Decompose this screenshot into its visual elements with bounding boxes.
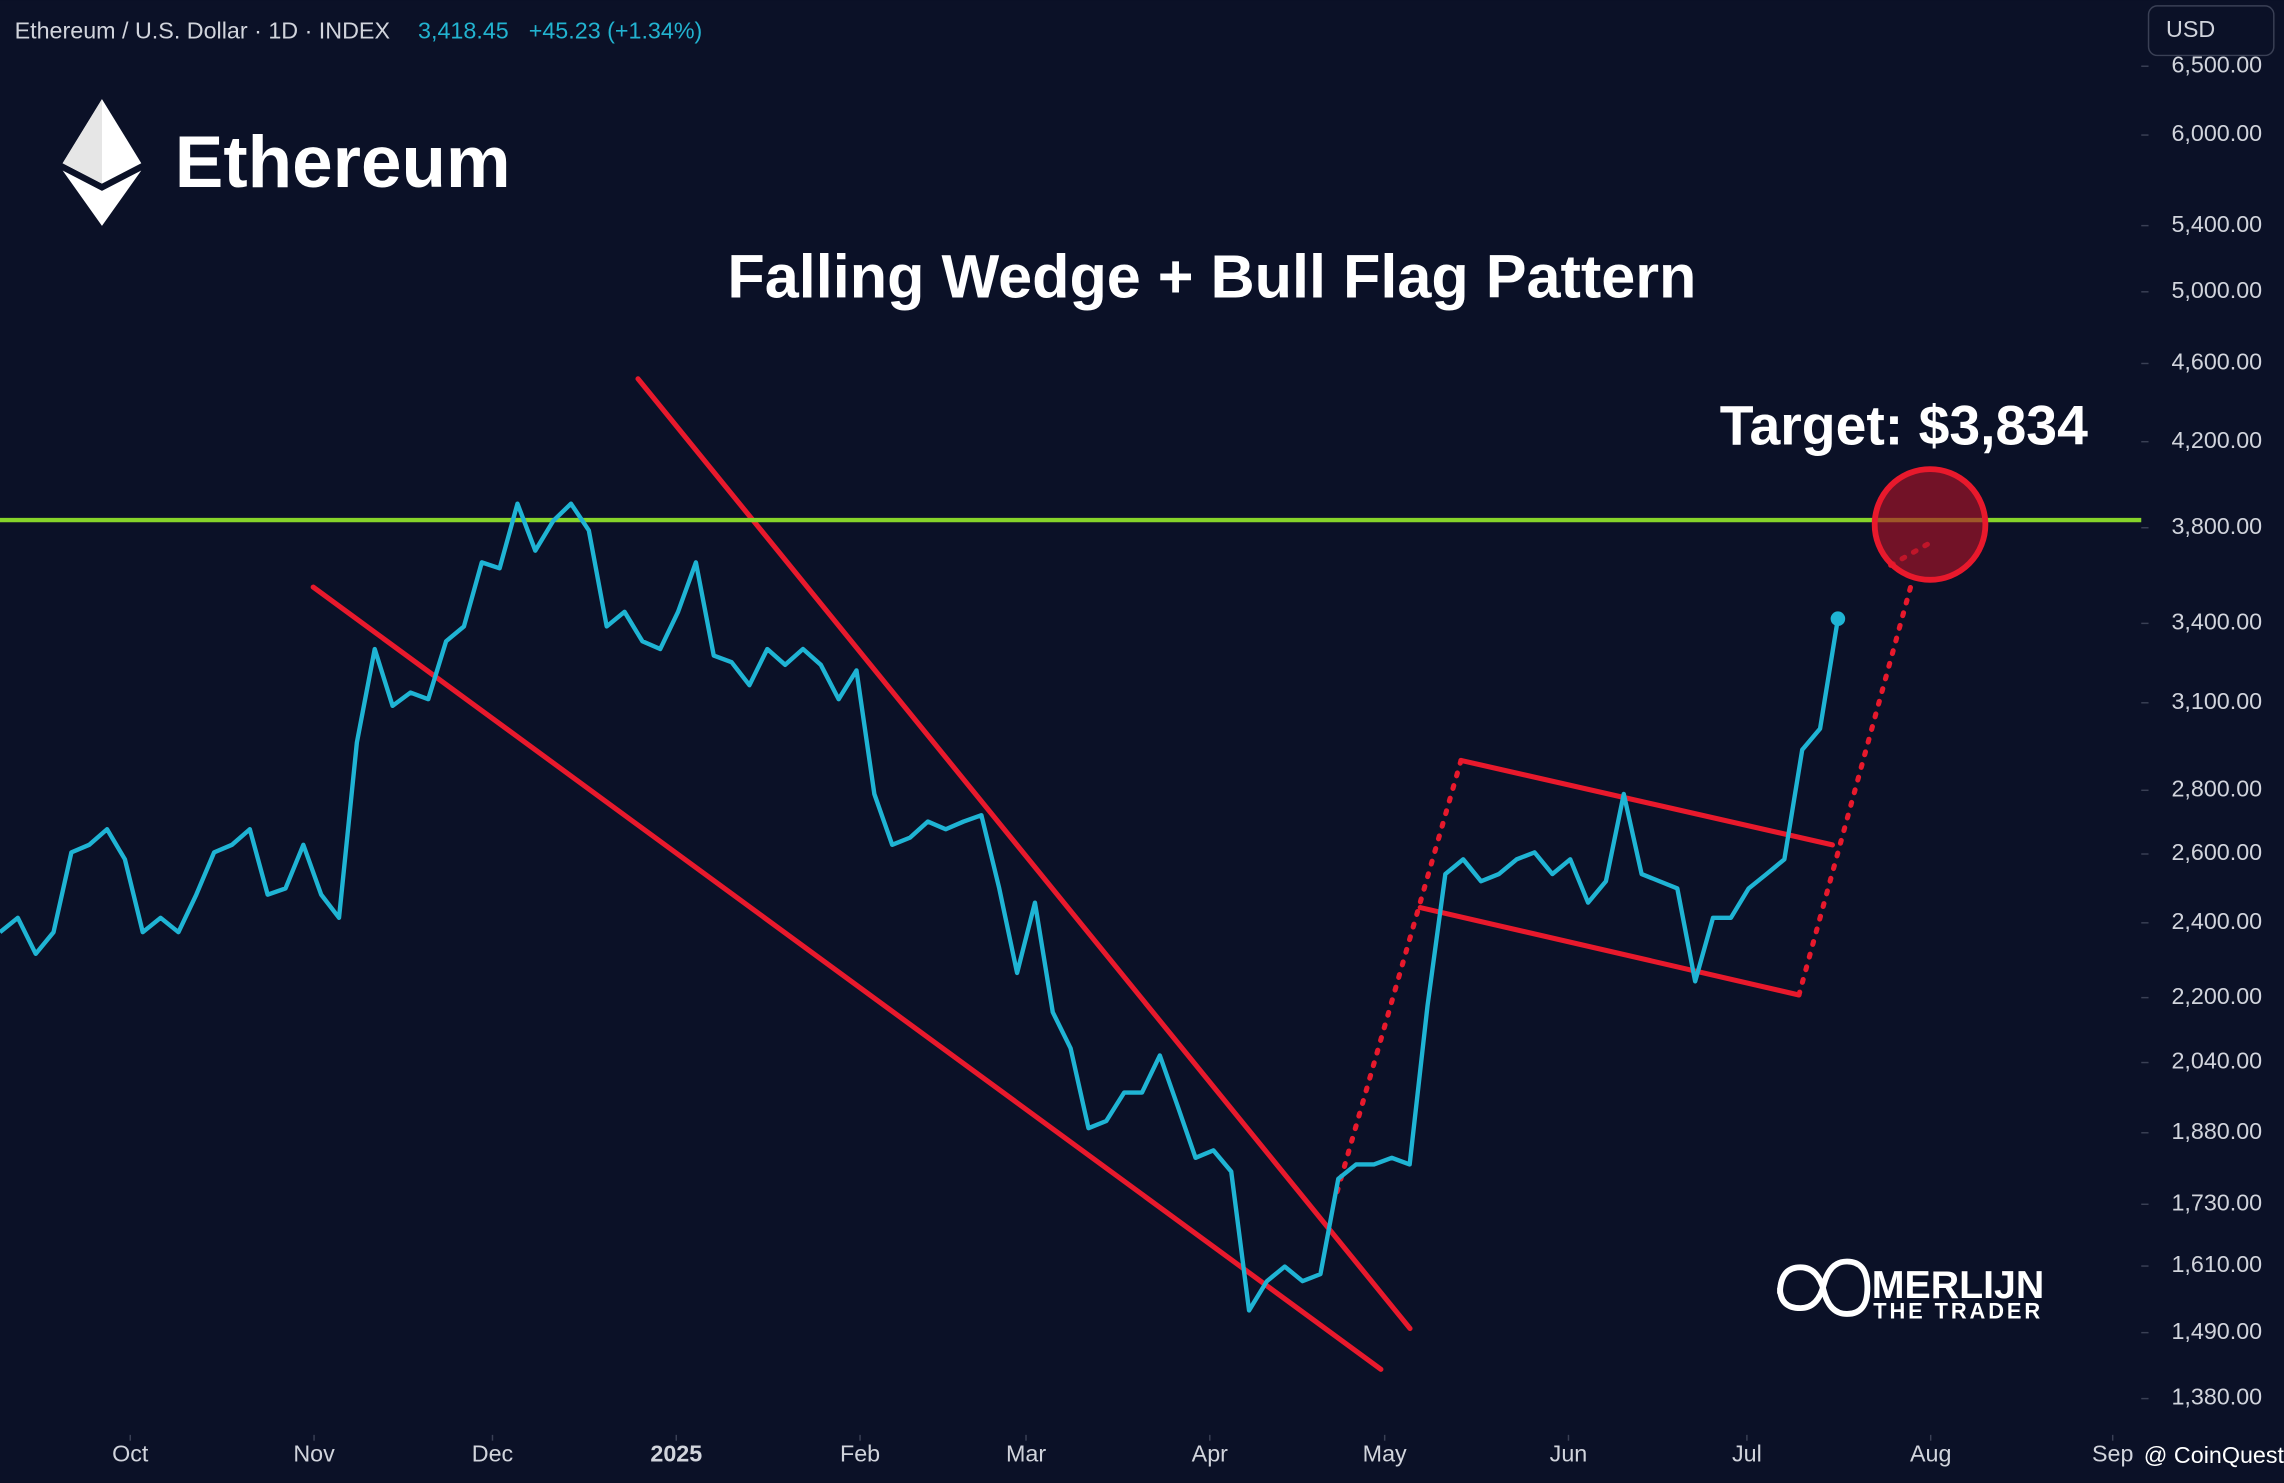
x-tick-label: 2025 (650, 1440, 702, 1466)
x-tick-label: Nov (293, 1440, 335, 1466)
x-tick-label: Dec (472, 1440, 514, 1466)
x-tick-label: Sep (2092, 1440, 2133, 1466)
target-circle (1871, 466, 1989, 583)
y-tick-label: 1,880.00 (2171, 1118, 2262, 1144)
x-tick-label: Aug (1910, 1440, 1951, 1466)
watermark-name: MERLIJN (1872, 1263, 2045, 1307)
y-tick-label: 2,600.00 (2171, 839, 2262, 865)
y-tick-label: 5,000.00 (2171, 277, 2262, 303)
target-label: Target: $3,834 (1720, 394, 2088, 456)
y-tick-label: 2,200.00 (2171, 983, 2262, 1009)
y-tick-label: 2,400.00 (2171, 908, 2262, 934)
chart-title: Falling Wedge + Bull Flag Pattern (727, 242, 1696, 310)
y-tick-label: 3,400.00 (2171, 609, 2262, 635)
x-tick-label: Oct (112, 1440, 149, 1466)
y-tick-label: 1,380.00 (2171, 1384, 2262, 1410)
currency[interactable]: USD (2166, 16, 2215, 42)
price-change: +45.23 (+1.34%) (529, 17, 703, 43)
x-tick-label: Jul (1732, 1440, 1762, 1466)
y-tick-label: 4,600.00 (2171, 349, 2262, 375)
eth-logo (62, 99, 142, 226)
symbol: Ethereum / U.S. Dollar · 1D · INDEX (15, 17, 391, 43)
y-tick-label: 4,200.00 (2171, 427, 2262, 453)
watermark-logo (1777, 1258, 1871, 1317)
x-tick-label: Feb (840, 1440, 880, 1466)
y-tick-label: 3,100.00 (2171, 688, 2262, 714)
watermark-sub: THE TRADER (1873, 1298, 2043, 1323)
pattern-lines (310, 376, 1935, 1372)
y-tick-label: 1,490.00 (2171, 1318, 2262, 1344)
brand: Ethereum (175, 122, 511, 203)
x-tick-label: May (1363, 1440, 1407, 1466)
y-tick-label: 6,500.00 (2171, 51, 2262, 77)
price-line (0, 501, 1841, 1313)
x-tick-label: Mar (1006, 1440, 1046, 1466)
last-price: 3,418.45 (418, 17, 509, 43)
y-tick-label: 5,400.00 (2171, 211, 2262, 237)
y-tick-label: 1,730.00 (2171, 1189, 2262, 1215)
y-tick-label: 1,610.00 (2171, 1251, 2262, 1277)
y-tick-label: 3,800.00 (2171, 513, 2262, 539)
last-point (1830, 611, 1846, 627)
x-tick-label: Apr (1192, 1440, 1228, 1466)
y-tick-label: 2,040.00 (2171, 1048, 2262, 1074)
x-tick-label: Jun (1550, 1440, 1588, 1466)
source: @ CoinQuest (2144, 1442, 2284, 1468)
currency-box[interactable] (2147, 5, 2275, 57)
y-tick-label: 6,000.00 (2171, 120, 2262, 146)
y-tick-label: 2,800.00 (2171, 775, 2262, 801)
